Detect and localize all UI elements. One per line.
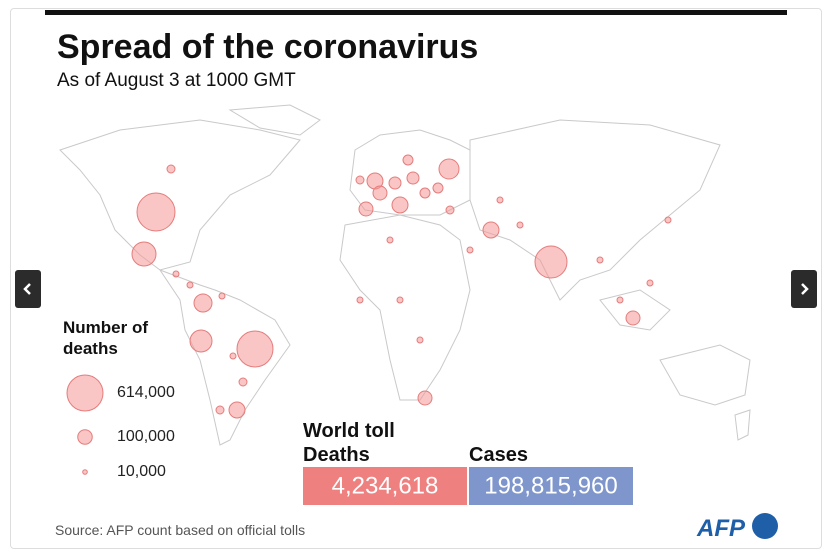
- cases-heading: Cases: [469, 444, 528, 466]
- map-bubble: [228, 401, 246, 419]
- deaths-value: 4,234,618: [332, 472, 439, 499]
- prev-icon: [23, 283, 31, 295]
- legend-bubble: [77, 429, 93, 445]
- map-bubble: [172, 270, 180, 278]
- legend-title: Number of deaths: [63, 318, 148, 358]
- map-bubble: [646, 279, 654, 287]
- legend: 614,000 100,000 10,000: [66, 374, 175, 480]
- map-bubble: [358, 201, 374, 217]
- map-bubble: [238, 377, 248, 387]
- map-bubble: [616, 296, 624, 304]
- map-bubble: [438, 158, 460, 180]
- map-bubble: [186, 281, 194, 289]
- legend-label: 10,000: [117, 463, 166, 480]
- map-bubble: [402, 154, 414, 166]
- cases-box: [469, 467, 633, 505]
- map-bubble: [189, 329, 213, 353]
- world-toll-title: World toll: [303, 420, 395, 442]
- map-bubble: [534, 245, 568, 279]
- map-bubble: [482, 221, 500, 239]
- map-bubble: [417, 390, 433, 406]
- map-bubble: [664, 216, 672, 224]
- map-bubble: [356, 296, 364, 304]
- map-bubble: [131, 241, 157, 267]
- map-bubble: [596, 256, 604, 264]
- deaths-box: [303, 467, 467, 505]
- map-bubble: [445, 205, 455, 215]
- map-bubble: [136, 192, 176, 232]
- logo-mark: [752, 513, 778, 539]
- subtitle: As of August 3 at 1000 GMT: [57, 70, 296, 91]
- map-bubble: [386, 236, 394, 244]
- map-bubble: [391, 196, 409, 214]
- map-bubble: [355, 175, 365, 185]
- country-bubbles: [131, 154, 672, 419]
- map-bubble: [218, 292, 226, 300]
- legend-label: 614,000: [117, 384, 175, 401]
- map-bubble: [406, 171, 420, 185]
- map-bubble: [166, 164, 176, 174]
- source: Source: AFP count based on official toll…: [55, 522, 305, 538]
- map-bubble: [516, 221, 524, 229]
- next-icon: [801, 283, 809, 295]
- map-bubble: [466, 246, 474, 254]
- map-bubble: [625, 310, 641, 326]
- map-bubble: [388, 176, 402, 190]
- legend-bubble: [82, 469, 88, 475]
- map-bubble: [236, 330, 274, 368]
- top-rule: [45, 10, 787, 15]
- map-bubble: [416, 336, 424, 344]
- legend-label: 100,000: [117, 428, 175, 445]
- map-bubble: [229, 352, 237, 360]
- logo: AFP: [696, 515, 746, 542]
- map-bubble: [372, 185, 388, 201]
- map-bubble: [215, 405, 225, 415]
- map-bubble: [432, 182, 444, 194]
- cases-value: 198,815,960: [484, 472, 617, 499]
- deaths-heading: Deaths: [303, 444, 370, 466]
- map-bubble: [496, 196, 504, 204]
- next-button[interactable]: [791, 270, 817, 308]
- prev-button[interactable]: [15, 270, 41, 308]
- title: Spread of the coronavirus: [57, 28, 478, 66]
- map-bubble: [419, 187, 431, 199]
- map-bubble: [396, 296, 404, 304]
- map-bubble: [193, 293, 213, 313]
- legend-bubble: [66, 374, 104, 412]
